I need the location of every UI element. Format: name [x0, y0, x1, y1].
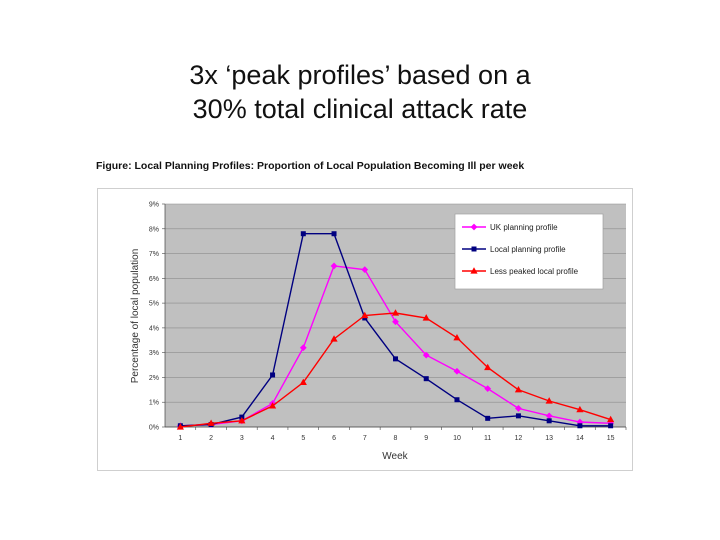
x-tick-label: 14 — [576, 435, 584, 442]
data-point-local-planning-profile — [331, 231, 337, 237]
data-point-less-peaked-local-profile — [330, 335, 338, 342]
data-point-less-peaked-local-profile — [484, 363, 492, 371]
x-tick-label: 15 — [607, 435, 615, 442]
data-point-uk-planning-profile — [299, 344, 307, 352]
y-tick-label: 5% — [149, 301, 159, 308]
y-tick-label: 0% — [149, 425, 159, 432]
legend-label-uk-planning-profile: UK planning profile — [490, 223, 558, 232]
y-tick-label: 1% — [149, 400, 159, 407]
slide-title-line-2: 30% total clinical attack rate — [192, 94, 528, 124]
x-tick-label: 8 — [394, 435, 398, 442]
data-point-less-peaked-local-profile — [238, 417, 246, 424]
x-tick-label: 13 — [545, 435, 553, 442]
data-point-uk-planning-profile — [545, 412, 553, 420]
y-tick-label: 6% — [149, 276, 159, 283]
data-point-less-peaked-local-profile — [514, 386, 523, 393]
slide-title: 3x ‘peak profiles’ based on a 30% total … — [0, 58, 720, 126]
data-point-uk-planning-profile — [484, 385, 492, 392]
data-point-less-peaked-local-profile — [422, 314, 430, 321]
x-tick-label: 2 — [209, 435, 213, 442]
y-tick-label: 4% — [149, 325, 159, 332]
figure-caption: Figure: Local Planning Profiles: Proport… — [96, 160, 525, 172]
y-tick-label: 9% — [149, 202, 159, 209]
x-tick-label: 1 — [178, 435, 182, 442]
x-axis-title: Week — [382, 451, 408, 462]
data-point-less-peaked-local-profile — [545, 397, 553, 404]
x-tick-label: 3 — [240, 435, 244, 442]
data-point-less-peaked-local-profile — [453, 334, 461, 341]
data-point-less-peaked-local-profile — [299, 378, 307, 385]
data-point-uk-planning-profile — [453, 367, 461, 375]
y-tick-label: 2% — [149, 375, 159, 382]
legend-marker-uk-planning-profile — [470, 223, 478, 231]
data-point-local-planning-profile — [608, 423, 614, 429]
x-tick-label: 12 — [515, 435, 523, 442]
series-less-peaked-local-profile — [176, 309, 615, 430]
data-point-uk-planning-profile — [515, 405, 522, 412]
axes: 0%1%2%3%4%5%6%7%8%9%1 2 3 4 5 6 7 8 9 10 11 12 13 14 1… — [149, 202, 627, 442]
y-tick-label: 8% — [149, 226, 159, 233]
data-point-local-planning-profile — [485, 415, 491, 421]
data-point-less-peaked-local-profile — [268, 402, 277, 409]
series — [176, 231, 615, 430]
data-point-local-planning-profile — [270, 372, 276, 378]
legend-marker-local-planning-profile — [471, 246, 477, 252]
legend-label-less-peaked-local-profile: Less peaked local profile — [490, 267, 579, 276]
data-point-uk-planning-profile — [392, 318, 399, 326]
y-axis-title: Percentage of local population — [130, 249, 141, 384]
data-point-less-peaked-local-profile — [361, 311, 369, 319]
x-tick-label: 4 — [271, 435, 275, 442]
x-tick-label: 11 — [484, 435, 491, 442]
legend: UK planning profile Local planning profil… — [454, 213, 604, 290]
data-point-local-planning-profile — [515, 413, 521, 419]
chart-frame: 0% 1% 2% 3% 4% 5% 6% 7% 8% 9% 1 2 3 4 5 6 7 8 9 10 11 12 13 14 1… — [97, 188, 633, 471]
data-point-uk-planning-profile — [330, 262, 338, 270]
data-point-local-planning-profile — [423, 376, 429, 382]
data-point-less-peaked-local-profile — [207, 419, 215, 426]
series-local-planning-profile — [177, 231, 614, 429]
legend-items: UK planning profile Local planning profil… — [462, 223, 579, 276]
data-point-local-planning-profile — [300, 231, 306, 237]
data-point-local-planning-profile — [393, 356, 398, 362]
legend-label-local-planning-profile: Local planning profile — [490, 245, 566, 254]
data-point-less-peaked-local-profile — [576, 405, 584, 413]
y-tick-label: 7% — [149, 251, 159, 258]
slide-title-line-1: 3x ‘peak profiles’ based on a — [189, 60, 531, 90]
data-point-less-peaked-local-profile — [607, 415, 615, 423]
data-point-less-peaked-local-profile — [391, 309, 400, 316]
data-point-less-peaked-local-profile — [176, 423, 184, 430]
y-tick-label: 3% — [149, 350, 159, 357]
line-chart: 0%1%2%3%4%5%6%7%8%9%1 2 3 4 5 6 7 8 9 10 11 12 13 14 1… — [130, 202, 627, 462]
data-point-local-planning-profile — [577, 423, 583, 429]
x-tick-label: 10 — [453, 435, 461, 442]
data-point-local-planning-profile — [454, 397, 460, 403]
x-tick-label: 9 — [424, 435, 428, 442]
data-point-uk-planning-profile — [422, 351, 430, 359]
x-tick-label: 6 — [332, 435, 336, 442]
data-point-local-planning-profile — [546, 418, 552, 424]
legend-marker-less-peaked-local-profile — [470, 267, 478, 274]
x-tick-label: 5 — [301, 435, 305, 442]
data-point-uk-planning-profile — [361, 266, 369, 274]
x-tick-label: 7 — [363, 435, 367, 442]
